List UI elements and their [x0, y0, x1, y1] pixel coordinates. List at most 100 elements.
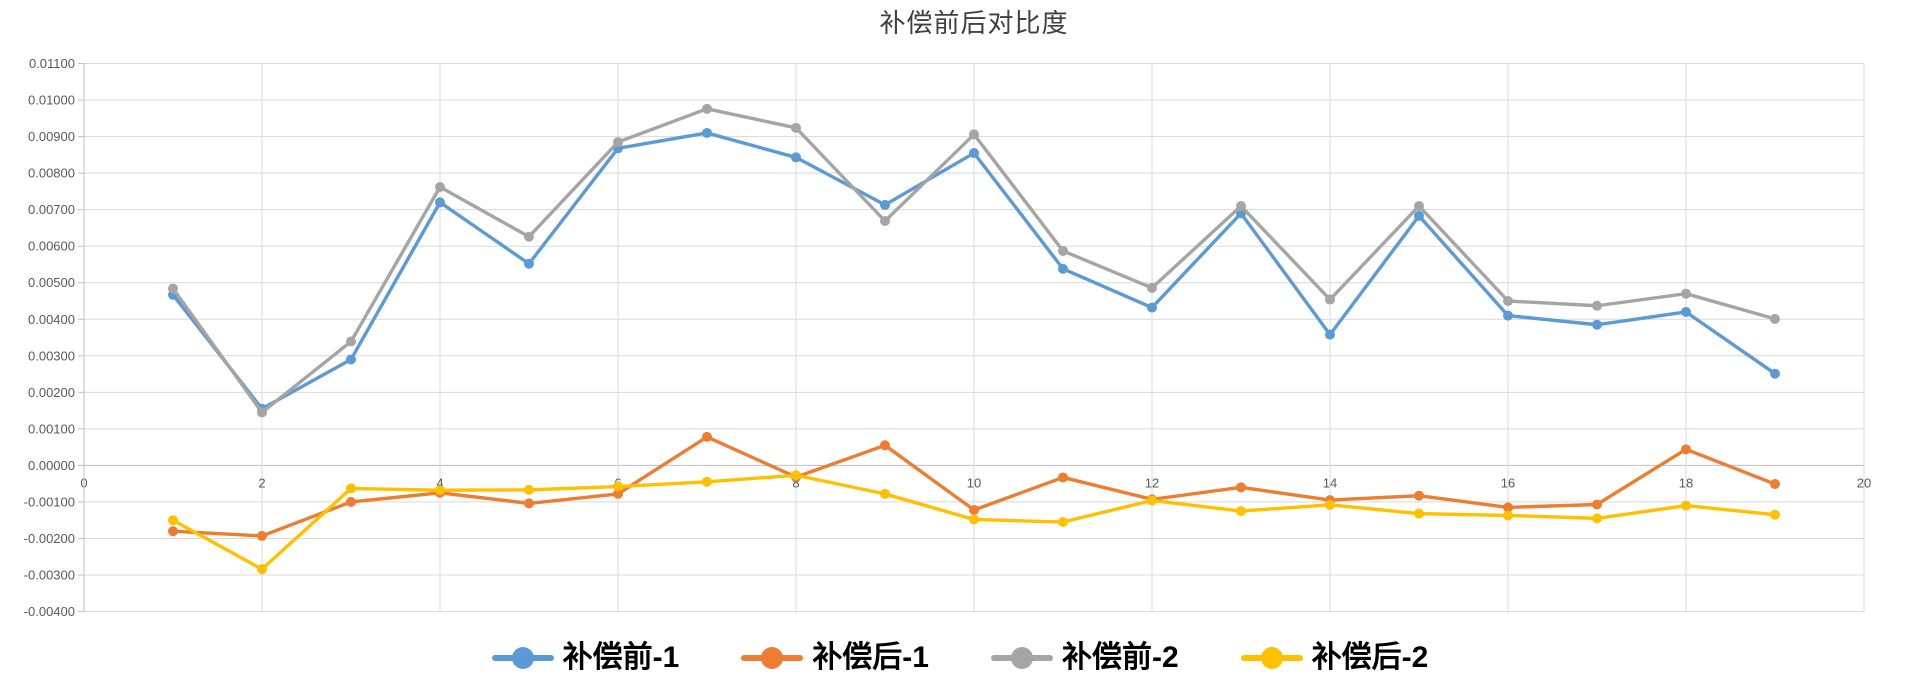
y-tick-label: 0.00400: [28, 312, 75, 327]
data-point-marker: [257, 564, 267, 575]
data-point-marker: [1681, 288, 1691, 299]
data-point-marker: [1592, 513, 1602, 524]
legend-line-marker-icon: [1240, 646, 1303, 669]
legend-line-marker-icon: [491, 646, 554, 669]
legend-line-marker-icon: [991, 646, 1053, 669]
data-point-marker: [1770, 509, 1780, 520]
data-point-marker: [1058, 263, 1068, 274]
data-point-marker: [1325, 294, 1335, 305]
data-point-marker: [1147, 282, 1157, 293]
data-point-marker: [1414, 201, 1424, 212]
x-tick-label: 4: [436, 475, 443, 490]
legend-item-补偿前-1: 补偿前-1: [491, 641, 680, 674]
legend-item-label: 补偿后-1: [812, 641, 929, 674]
data-point-marker: [1770, 368, 1780, 379]
data-point-marker: [168, 526, 178, 537]
data-point-marker: [1770, 313, 1780, 324]
series-补偿前-1: [168, 127, 1780, 414]
data-point-marker: [1236, 482, 1246, 493]
data-point-marker: [1236, 201, 1246, 212]
y-tick-label: 0.00700: [28, 202, 75, 217]
data-point-marker: [969, 129, 979, 140]
y-tick-label: 0.01100: [29, 56, 75, 71]
data-point-marker: [880, 488, 890, 499]
data-point-marker: [1681, 444, 1691, 455]
data-point-marker: [168, 515, 178, 526]
data-point-marker: [1325, 499, 1335, 510]
legend-line-marker-icon: [741, 646, 804, 669]
y-tick-label: 0.00300: [28, 348, 75, 363]
data-point-marker: [613, 137, 623, 148]
legend-item-补偿前-2: 补偿前-2: [991, 641, 1179, 674]
data-point-marker: [1503, 296, 1513, 307]
data-point-marker: [524, 258, 534, 269]
y-tick-label: 0.00500: [28, 275, 75, 290]
legend-item-label: 补偿前-1: [562, 641, 680, 674]
data-point-marker: [1414, 490, 1424, 501]
data-point-marker: [524, 484, 534, 495]
data-point-marker: [435, 182, 445, 193]
data-point-marker: [1058, 517, 1068, 528]
data-point-marker: [435, 485, 445, 496]
data-point-marker: [346, 354, 356, 365]
data-point-marker: [524, 231, 534, 242]
data-point-marker: [524, 498, 534, 509]
data-point-marker: [346, 483, 356, 494]
data-point-marker: [1592, 319, 1602, 330]
data-point-marker: [1592, 300, 1602, 311]
data-point-marker: [791, 122, 801, 133]
data-point-marker: [1236, 506, 1246, 517]
y-axis-labels: 0.01100 0.01000 0.00900 0.00800 0.00700 0.006…: [24, 56, 75, 619]
x-tick-label: 2: [258, 475, 265, 490]
vertical-gridlines: [261, 63, 1865, 612]
legend-item-label: 补偿后-2: [1311, 641, 1429, 674]
data-point-marker: [880, 215, 890, 226]
legend-item-补偿后-2: 补偿后-2: [1240, 641, 1429, 674]
series-补偿后-2: [168, 470, 1780, 575]
data-point-marker: [1503, 502, 1513, 513]
y-tick-label: 0.00900: [28, 129, 75, 144]
chart-title: 补偿前后对比度: [879, 8, 1069, 38]
data-point-marker: [346, 496, 356, 507]
data-point-marker: [1414, 508, 1424, 519]
data-point-marker: [613, 481, 623, 492]
data-point-marker: [1147, 302, 1157, 313]
data-point-marker: [1592, 499, 1602, 510]
legend-dot-icon: [1260, 646, 1283, 669]
series-补偿前-2: [168, 103, 1780, 418]
data-point-marker: [1414, 210, 1424, 221]
x-tick-label: 20: [1857, 475, 1871, 490]
x-tick-label: 14: [1323, 475, 1337, 490]
data-point-marker: [880, 440, 890, 451]
y-tick-label: 0.00000: [28, 458, 75, 473]
data-point-marker: [346, 336, 356, 347]
data-point-marker: [702, 476, 712, 487]
data-point-marker: [880, 199, 890, 210]
x-tick-label: 18: [1679, 475, 1693, 490]
y-tick-label: -0.00200: [24, 531, 75, 546]
data-point-marker: [1147, 495, 1157, 506]
x-tick-label: 10: [967, 475, 981, 490]
x-tick-label: 12: [1145, 475, 1159, 490]
legend-dot-icon: [1011, 646, 1033, 669]
data-point-marker: [791, 152, 801, 163]
y-tick-label: -0.00100: [24, 494, 75, 509]
data-point-marker: [1770, 479, 1780, 490]
legend-item-补偿后-1: 补偿后-1: [741, 641, 929, 674]
legend-dot-icon: [761, 646, 784, 669]
data-point-marker: [1503, 310, 1513, 321]
data-point-marker: [1503, 510, 1513, 521]
data-point-marker: [969, 514, 979, 525]
data-point-marker: [969, 148, 979, 159]
y-tick-label: -0.00300: [24, 567, 75, 582]
data-point-marker: [1681, 500, 1691, 511]
data-point-marker: [257, 530, 267, 541]
x-tick-label: 8: [792, 475, 799, 490]
y-tick-label: 0.00600: [28, 239, 75, 254]
data-point-marker: [1058, 245, 1068, 256]
data-point-marker: [969, 504, 979, 515]
data-point-marker: [1058, 472, 1068, 483]
legend-item-label: 补偿前-2: [1062, 641, 1179, 674]
legend: 补偿前-1 补偿后-1 补偿前-2 补偿后-2: [0, 641, 1920, 674]
